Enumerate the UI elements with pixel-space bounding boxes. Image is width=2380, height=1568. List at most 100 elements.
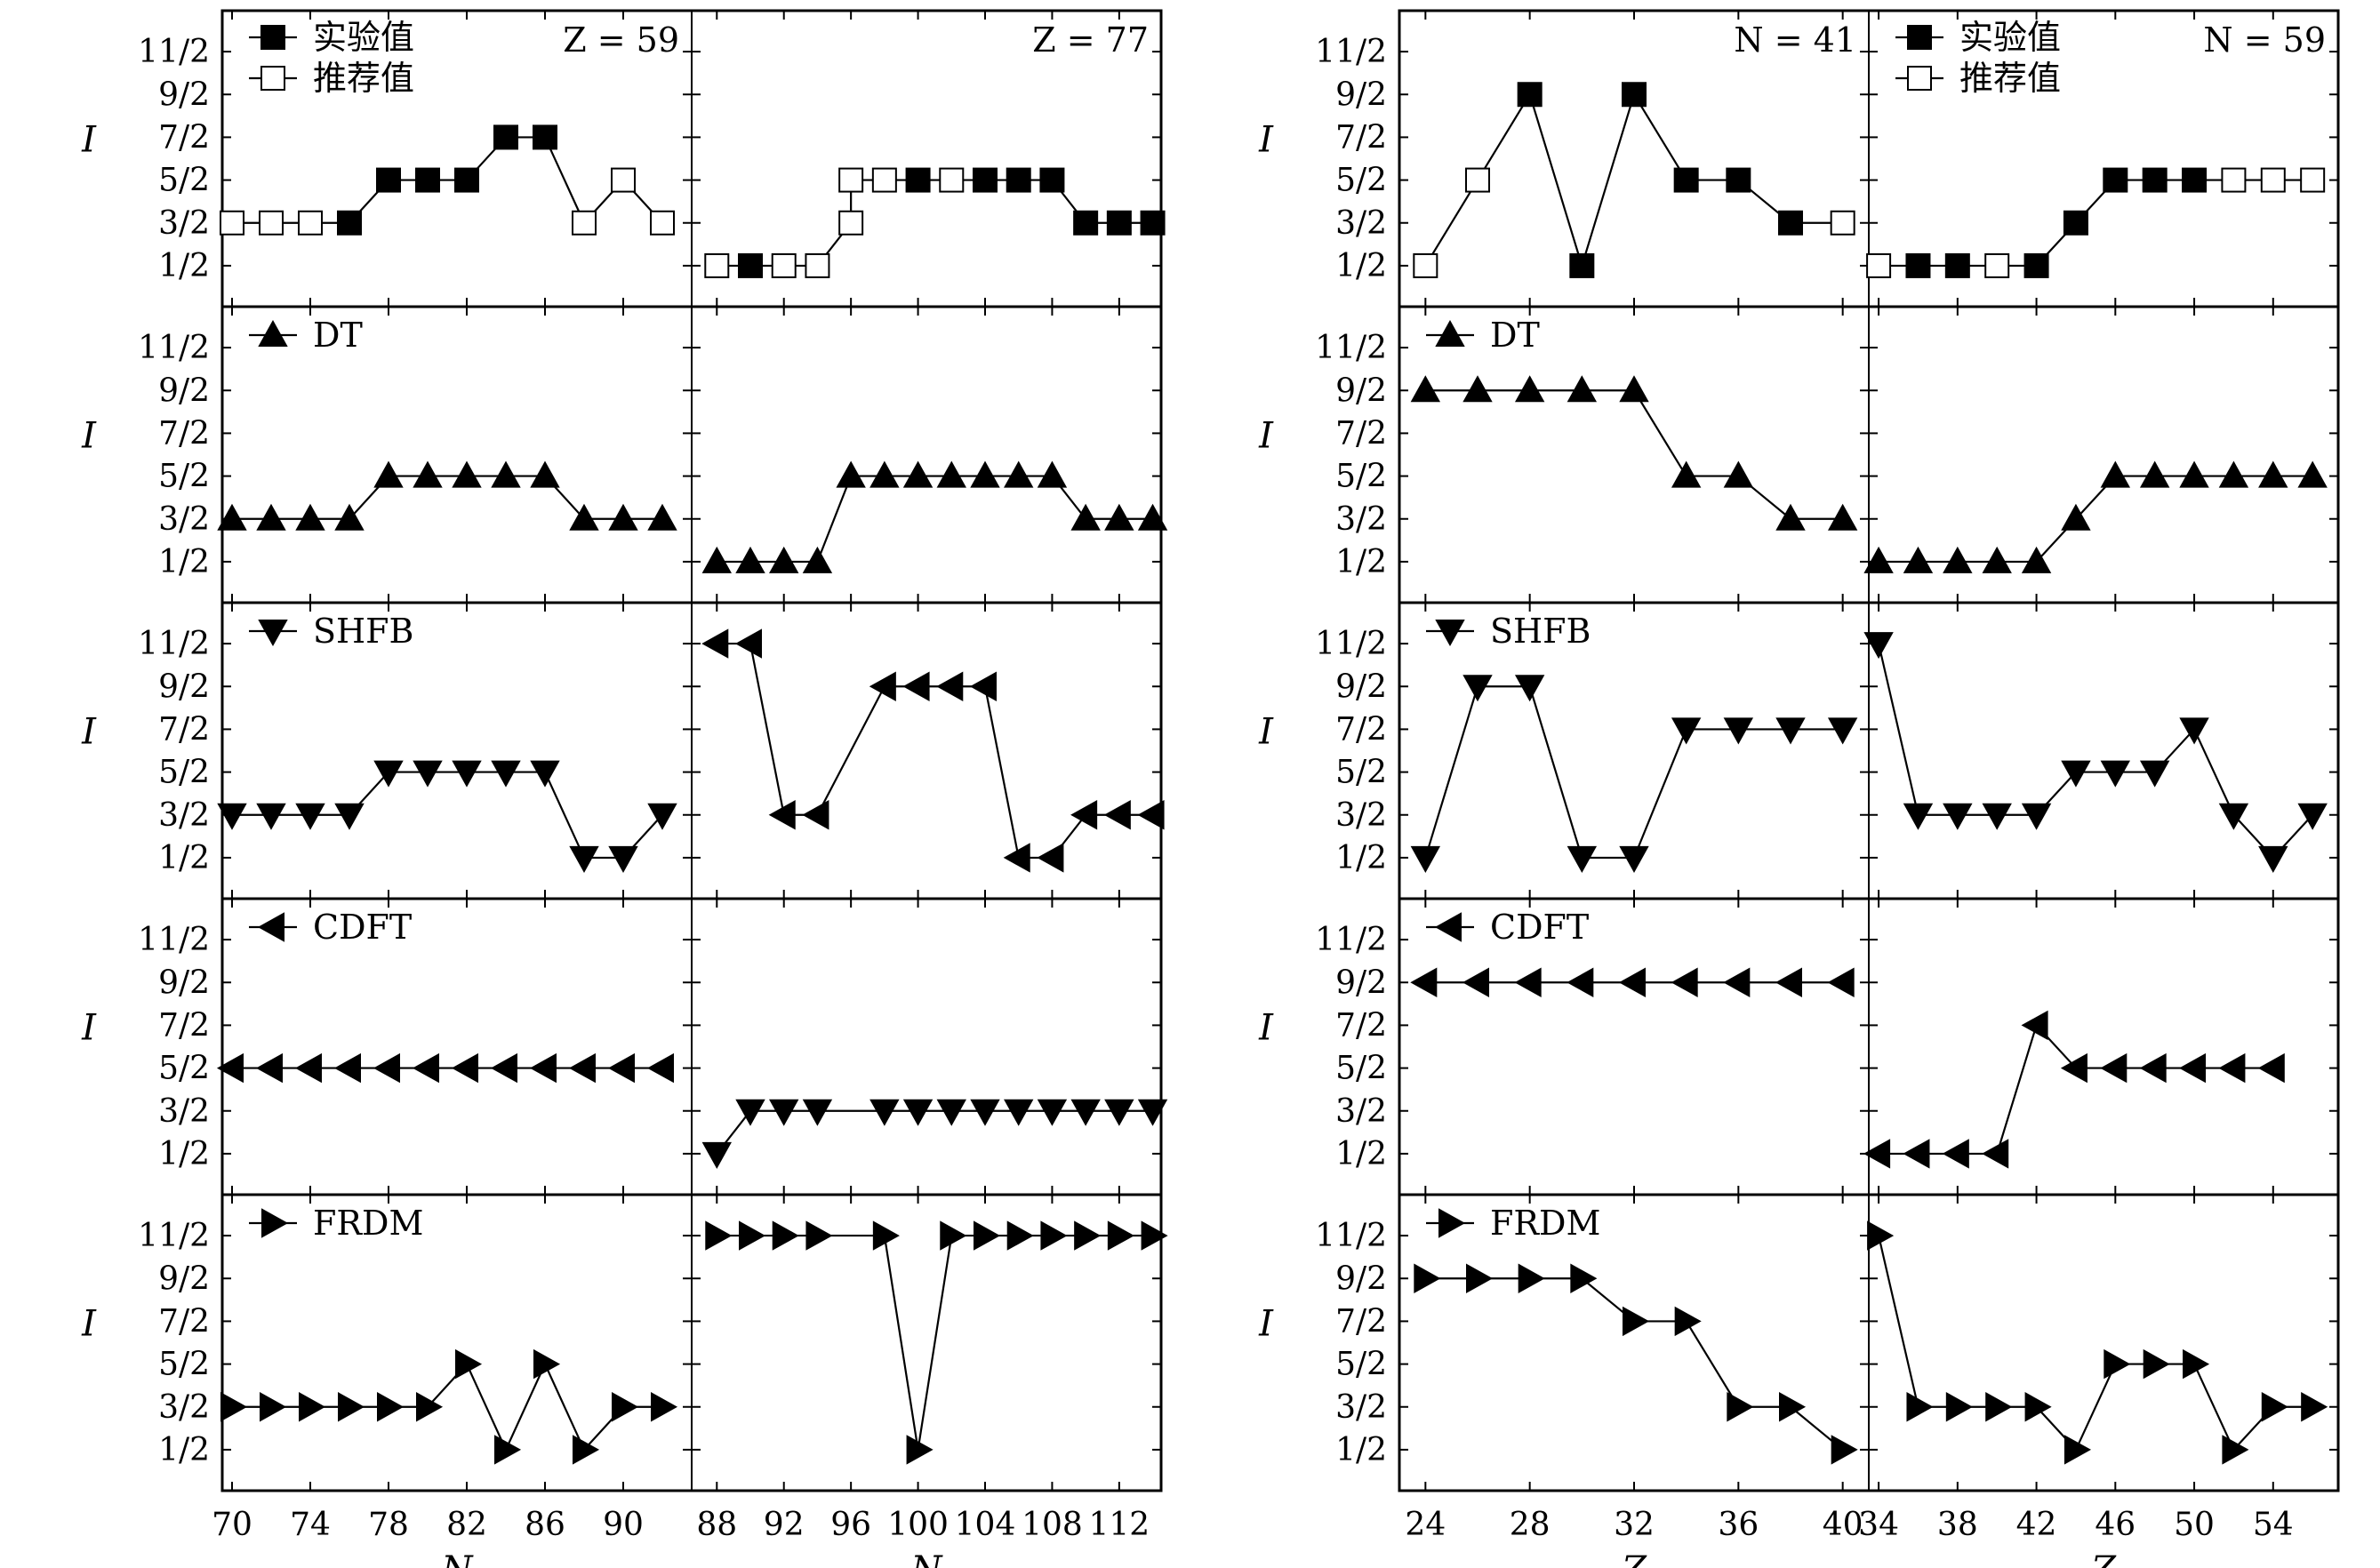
y-tick-label: 7/2: [158, 415, 210, 452]
data-point-DT: [1004, 460, 1034, 488]
data-point-FRDM: [1141, 1220, 1168, 1251]
y-tick-label: 3/2: [1335, 501, 1387, 538]
x-axis-label: N: [441, 1549, 475, 1568]
legend-marker: [1435, 620, 1465, 647]
y-axis-label: I: [1258, 1304, 1274, 1345]
data-point-CDFT: [490, 1052, 517, 1084]
data-point-DT: [2021, 546, 2052, 573]
data-point-SHFB: [2100, 760, 2131, 788]
data-point-FRDM: [2261, 1392, 2288, 1422]
data-point-exp: [1944, 252, 1970, 278]
data-point-SHFB: [256, 803, 286, 830]
data-point-FRDM: [872, 1220, 900, 1251]
data-point-SHFB: [1723, 717, 1754, 745]
y-tick-label: 9/2: [1335, 76, 1387, 113]
y-tick-label: 5/2: [158, 163, 210, 199]
data-point-DT: [647, 503, 677, 531]
data-point-exp: [1465, 167, 1490, 193]
data-point-FRDM: [2301, 1392, 2328, 1422]
data-point-CDFT: [1618, 967, 1646, 997]
legend-label: FRDM: [313, 1204, 423, 1243]
y-tick-label: 1/2: [1335, 1136, 1387, 1172]
data-point-FRDM: [2024, 1392, 2052, 1422]
legend-label: 推荐值: [1959, 59, 2061, 98]
data-point-exp: [1905, 252, 1931, 278]
data-point-CDFT: [646, 1052, 674, 1084]
data-point-SHFB: [1137, 800, 1165, 830]
x-tick-label: 40: [1823, 1507, 1863, 1543]
y-tick-label: 1/2: [1335, 1432, 1387, 1468]
data-point-CDFT: [2257, 1052, 2285, 1084]
data-point-FRDM: [2183, 1348, 2210, 1380]
data-point-SHFB: [2021, 803, 2052, 830]
data-point-CDFT: [1567, 967, 1594, 997]
data-point-DT: [217, 503, 247, 531]
y-tick-label: 11/2: [1315, 626, 1387, 662]
data-point-DT: [1070, 503, 1101, 531]
y-tick-label: 9/2: [158, 76, 210, 113]
legend-label: DT: [313, 316, 363, 355]
data-point-exp: [805, 252, 830, 278]
data-point-SHFB: [1982, 803, 2012, 830]
data-point-SHFB: [2139, 760, 2170, 788]
x-axis-label: N: [910, 1549, 944, 1568]
data-point-SHFB: [1619, 845, 1649, 873]
y-tick-label: 3/2: [158, 1389, 210, 1426]
y-tick-label: 11/2: [138, 922, 210, 958]
data-point-SHFB: [1775, 717, 1806, 745]
legend-marker: [261, 1208, 289, 1238]
x-tick-label: 82: [446, 1507, 487, 1543]
data-point-FRDM: [805, 1220, 833, 1251]
series-line-exp: [232, 136, 663, 225]
data-point-CDFT: [1942, 1139, 1969, 1169]
data-point-CDFT: [255, 1052, 283, 1084]
y-tick-label: 9/2: [1335, 668, 1387, 705]
y-axis-label: I: [1258, 416, 1274, 457]
data-point-DT: [2061, 503, 2091, 531]
x-tick-label: 34: [1858, 1507, 1899, 1543]
series-line-FRDM: [1425, 1277, 1844, 1451]
data-point-exp: [2182, 167, 2208, 193]
data-point-CDFT: [1104, 1099, 1134, 1126]
y-tick-label: 11/2: [138, 1218, 210, 1254]
data-point-FRDM: [1831, 1435, 1858, 1465]
data-point-FRDM: [455, 1348, 483, 1380]
x-tick-label: 78: [368, 1507, 409, 1543]
data-point-CDFT: [2021, 1010, 2048, 1041]
series-line-DT: [1425, 389, 1843, 520]
data-point-DT: [1037, 460, 1068, 488]
y-axis-label: I: [81, 712, 97, 753]
data-point-SHFB: [334, 803, 365, 830]
x-tick-label: 54: [2253, 1507, 2294, 1543]
y-tick-label: 3/2: [158, 501, 210, 538]
y-tick-label: 7/2: [1335, 1303, 1387, 1340]
data-point-DT: [936, 460, 966, 488]
data-point-CDFT: [216, 1052, 244, 1084]
data-point-DT: [608, 503, 638, 531]
data-point-exp: [1569, 252, 1595, 278]
labels-group: 1/2 3/2 5/2 7/2 9/2 11/2 I 1/2 3/2 5/2 7/2 9/2 11/2 I…: [81, 18, 2326, 1568]
x-tick-label: 38: [1937, 1507, 1978, 1543]
data-point-SHFB: [902, 671, 930, 701]
panel-nucleus-label: Z = 59: [563, 20, 679, 60]
panel-nucleus-label: Z = 77: [1032, 20, 1149, 60]
data-point-SHFB: [869, 671, 896, 701]
data-point-FRDM: [1985, 1392, 2013, 1422]
data-point-FRDM: [2063, 1435, 2092, 1465]
data-point-CDFT: [701, 1141, 732, 1169]
data-point-FRDM: [1518, 1263, 1545, 1293]
y-tick-label: 5/2: [158, 459, 210, 495]
data-point-DT: [334, 503, 365, 531]
data-point-CDFT: [769, 1099, 799, 1126]
legend-marker: [260, 25, 285, 50]
legend-label: 实验值: [313, 18, 414, 57]
y-tick-label: 9/2: [1335, 1260, 1387, 1297]
legend-label: SHFB: [313, 612, 413, 651]
legend-label: CDFT: [1490, 908, 1589, 947]
data-point-exp: [1726, 167, 1751, 193]
y-tick-label: 1/2: [158, 840, 210, 876]
series-line-exp: [1879, 179, 2313, 268]
data-point-exp: [376, 167, 401, 193]
data-point-SHFB: [2297, 803, 2328, 830]
